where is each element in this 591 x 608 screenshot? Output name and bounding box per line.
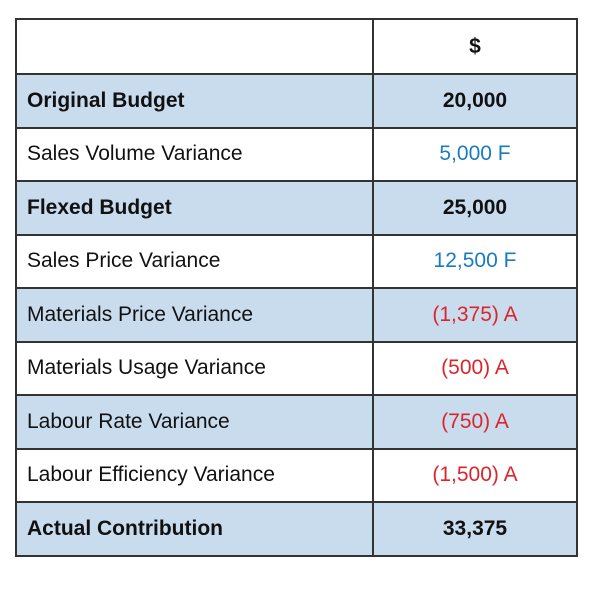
row-amount: (750) A — [372, 394, 578, 450]
variance-table: $ Original Budget 20,000 Sales Volume Vari… — [15, 18, 578, 557]
row-label: Labour Efficiency Variance — [15, 447, 374, 503]
row-label: Materials Usage Variance — [15, 340, 374, 396]
row-label: Actual Contribution — [15, 501, 374, 557]
row-amount: 20,000 — [372, 73, 578, 129]
table-row: Actual Contribution 33,375 — [15, 501, 578, 557]
table-row: Flexed Budget 25,000 — [15, 180, 578, 236]
table-row: Materials Usage Variance (500) A — [15, 340, 578, 396]
row-label: Flexed Budget — [15, 180, 374, 236]
row-amount: 33,375 — [372, 501, 578, 557]
table-body: Original Budget 20,000 Sales Volume Varian… — [15, 73, 578, 557]
table-row: Sales Volume Variance 5,000 F — [15, 126, 578, 182]
row-label: Sales Price Variance — [15, 233, 374, 289]
header-row: $ — [15, 18, 578, 75]
table-header: $ — [15, 18, 578, 75]
row-label: Materials Price Variance — [15, 287, 374, 343]
table-row: Sales Price Variance 12,500 F — [15, 233, 578, 289]
row-amount: 5,000 F — [372, 126, 578, 182]
row-amount: 12,500 F — [372, 233, 578, 289]
header-blank-cell — [15, 18, 374, 75]
table-row: Original Budget 20,000 — [15, 73, 578, 129]
row-amount: 25,000 — [372, 180, 578, 236]
header-cell: $ — [372, 18, 578, 75]
table-row: Materials Price Variance (1,375) A — [15, 287, 578, 343]
row-label: Original Budget — [15, 73, 374, 129]
table-row: Labour Efficiency Variance (1,500) A — [15, 447, 578, 503]
row-amount: (1,500) A — [372, 447, 578, 503]
row-label: Sales Volume Variance — [15, 126, 374, 182]
row-amount: (500) A — [372, 340, 578, 396]
table-row: Labour Rate Variance (750) A — [15, 394, 578, 450]
row-amount: (1,375) A — [372, 287, 578, 343]
row-label: Labour Rate Variance — [15, 394, 374, 450]
